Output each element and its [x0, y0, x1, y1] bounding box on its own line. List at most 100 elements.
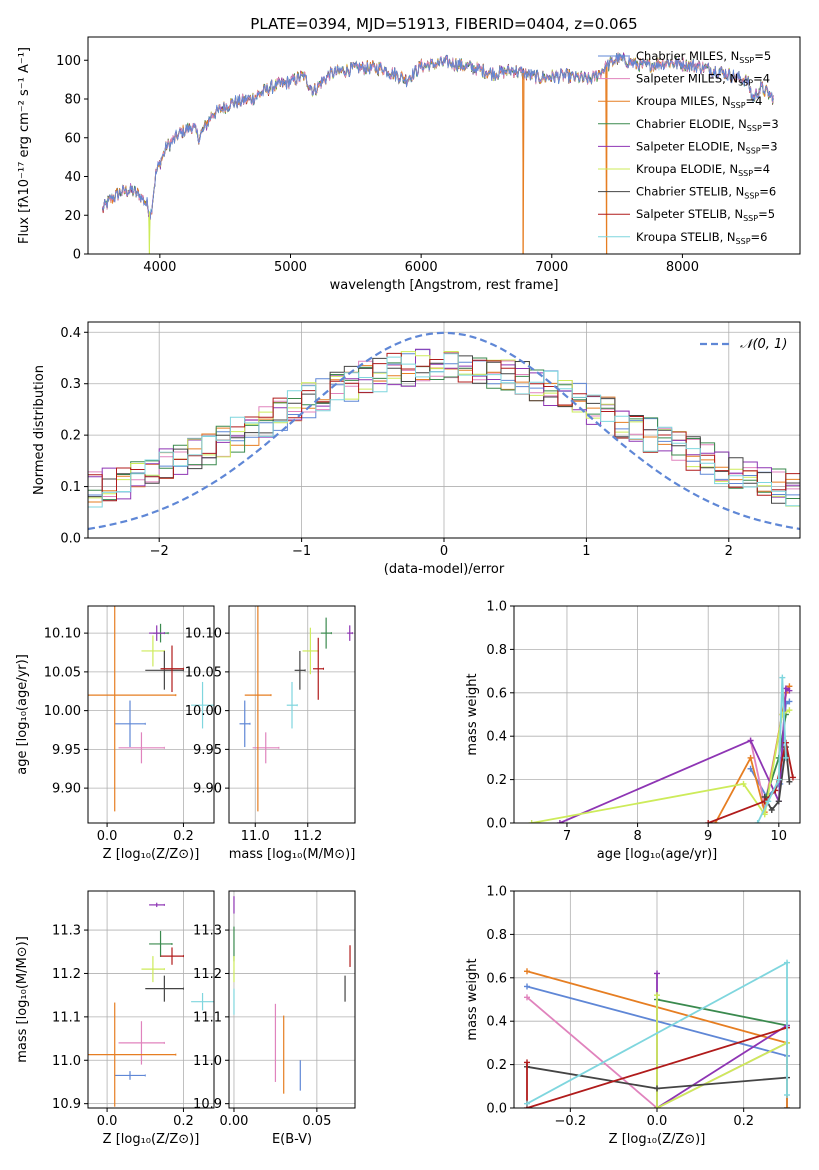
plot-content: [233, 896, 351, 1094]
legend-label: Chabrier STELIB, NSSP=6: [636, 185, 776, 201]
plot-content: [88, 331, 800, 531]
legend: Chabrier MILES, NSSP=5 Salpeter MILES, NS…: [598, 49, 779, 246]
y-tick-label: 11.3: [52, 924, 81, 939]
panel-age_vs_Z: 0.0 0.2 9.90 9.95 10.00 10.05 10.10 Z [log₁₀(Z/…: [15, 605, 215, 862]
figure-title: PLATE=0394, MJD=51913, FIBERID=0404, z=0…: [250, 15, 637, 33]
legend-label: 𝒩(0, 1): [740, 337, 787, 352]
y-tick-label: 10.10: [185, 627, 222, 642]
plot-content: [88, 606, 214, 812]
legend-subscript: SSP: [738, 169, 753, 178]
legend-label: Salpeter ELODIE, NSSP=3: [636, 139, 778, 155]
x-tick-label: −2: [150, 544, 169, 559]
y-tick-label: 11.2: [193, 967, 222, 982]
x-tick-label: 0.2: [173, 1114, 194, 1129]
spectrum-line: [102, 53, 774, 219]
x-tick-label: 0.00: [219, 1114, 248, 1129]
legend-label: Kroupa STELIB, NSSP=6: [636, 230, 767, 246]
x-tick-label: 9: [704, 829, 712, 844]
legend-subscript: SSP: [738, 79, 753, 88]
weight-line: [559, 686, 790, 823]
y-tick-label: 1.0: [486, 885, 507, 900]
y-tick-label: 0.0: [60, 532, 81, 547]
y-tick-label: 10.05: [185, 665, 222, 680]
x-tick-label: 0: [440, 544, 448, 559]
axes-frame: [87, 890, 215, 1109]
axes-frame: [228, 605, 356, 824]
y-tick-label: 10.00: [44, 704, 81, 719]
y-tick-label: 0.4: [486, 1015, 507, 1030]
x-tick-label: 0.2: [173, 829, 194, 844]
histogram-step: [88, 357, 800, 501]
y-tick-label: 0.1: [60, 480, 81, 495]
y-tick-label: 10.9: [52, 1097, 81, 1112]
y-tick-label: 9.90: [52, 782, 81, 797]
y-tick-label: 0.8: [486, 643, 507, 658]
y-tick-label: 11.1: [52, 1010, 81, 1025]
y-axis-label: age [log₁₀(age/yr)]: [15, 654, 30, 775]
normal-curve: [88, 331, 800, 531]
legend-count: =5: [754, 49, 771, 63]
x-tick-label: 6000: [405, 260, 438, 275]
x-tick-label: 7000: [535, 260, 568, 275]
y-tick-label: 9.95: [52, 743, 81, 758]
legend-subscript: SSP: [746, 146, 761, 155]
y-tick-label: 0.0: [486, 1102, 507, 1117]
plot-content: [524, 959, 790, 1108]
legend-label: Salpeter STELIB, NSSP=5: [636, 207, 775, 223]
axes-frame: [87, 36, 801, 255]
weight-line: [656, 998, 788, 1027]
x-tick-label: 8000: [666, 260, 699, 275]
x-tick-label: 7: [563, 829, 571, 844]
axes-frame: [513, 605, 801, 824]
legend-subscript: SSP: [739, 56, 754, 65]
plot-content: [102, 51, 774, 254]
y-tick-label: 11.0: [52, 1054, 81, 1069]
panel-spectrum: 4000 5000 6000 7000 8000 0 20 40 60 80 100 waveleng…: [17, 36, 801, 293]
legend-subscript: SSP: [736, 237, 751, 246]
plot-content: [239, 606, 353, 812]
x-axis-label: Z [log₁₀(Z/Z⊙)]: [103, 1132, 200, 1147]
panel-weight_vs_age: 7 8 9 10 0.0 0.2 0.4 0.6 0.8 1.0 age [log₁₀(age/yr…: [465, 600, 801, 862]
x-tick-label: 2: [725, 544, 733, 559]
y-tick-label: 0.6: [486, 971, 507, 986]
x-axis-label: age [log₁₀(age/yr)]: [597, 847, 718, 862]
weight-line: [656, 973, 788, 1108]
axes-frame: [87, 605, 215, 824]
x-axis-label: wavelength [Angstrom, rest frame]: [330, 278, 559, 293]
legend-count: =4: [753, 72, 770, 86]
x-tick-label: 0.0: [97, 1114, 118, 1129]
x-axis-label: E(B-V): [272, 1132, 312, 1147]
y-axis-label: mass weight: [465, 958, 480, 1040]
legend-count: =3: [761, 139, 778, 153]
x-tick-label: 11.2: [293, 829, 322, 844]
y-tick-label: 80: [64, 93, 81, 108]
x-tick-label: 0.0: [647, 1114, 668, 1129]
legend-count: =6: [751, 230, 768, 244]
x-tick-label: 11.0: [241, 829, 270, 844]
x-tick-label: 0.0: [97, 829, 118, 844]
legend-count: =4: [753, 162, 770, 176]
legend-subscript: SSP: [744, 192, 759, 201]
x-axis-label: mass [log₁₀(M/M⊙)]: [229, 847, 356, 862]
y-tick-label: 0.2: [486, 773, 507, 788]
legend: 𝒩(0, 1): [700, 337, 787, 352]
y-tick-label: 1.0: [486, 600, 507, 615]
x-tick-label: 10: [771, 829, 788, 844]
panel-residuals: −2 −1 0 1 2 0.0 0.1 0.2 0.3 0.4 (data-model)/error…: [32, 321, 801, 577]
y-axis-label: Flux [fλ10⁻¹⁷ erg cm⁻² s⁻¹ A⁻¹]: [17, 47, 32, 244]
legend-subscript: SSP: [743, 214, 758, 223]
legend-subscript: SSP: [731, 101, 746, 110]
y-tick-label: 0.2: [60, 429, 81, 444]
legend-label: Chabrier ELODIE, NSSP=3: [636, 117, 779, 133]
legend-count: =5: [758, 207, 775, 221]
y-tick-label: 0: [73, 248, 81, 263]
axes-frame: [228, 890, 356, 1109]
plot-content: [88, 902, 214, 1107]
y-axis-label: mass weight: [465, 673, 480, 755]
x-axis-label: Z [log₁₀(Z/Z⊙)]: [609, 1132, 706, 1147]
y-tick-label: 11.3: [193, 924, 222, 939]
y-tick-label: 11.0: [193, 1054, 222, 1069]
panel-weight_vs_Z: −0.2 0.0 0.2 0.0 0.2 0.4 0.6 0.8 1.0 Z [log₁₀(Z/Z…: [465, 885, 801, 1147]
plot-area: 4000 5000 6000 7000 8000020406080100waveleng…: [15, 36, 801, 1147]
legend-count: =6: [759, 185, 776, 199]
